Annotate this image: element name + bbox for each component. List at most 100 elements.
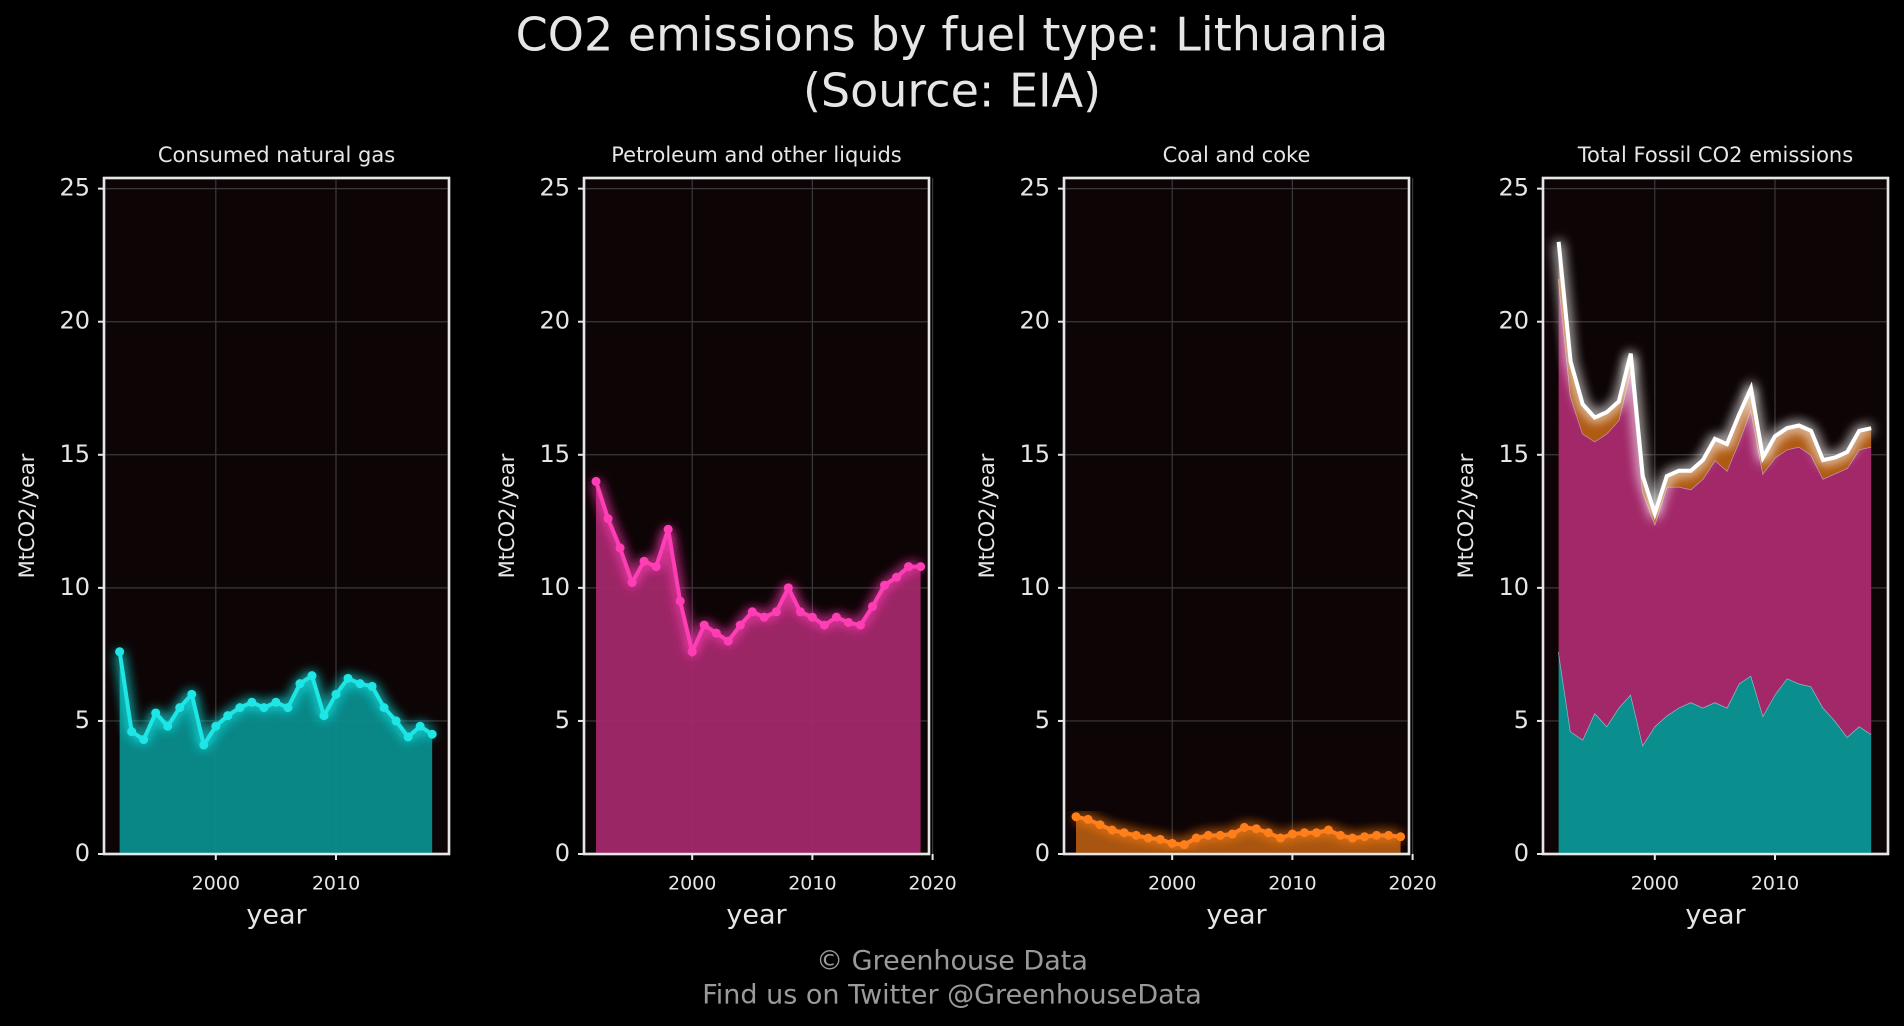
y-tick-label: 0 <box>75 839 90 867</box>
y-axis-label: MtCO2/year <box>15 453 39 578</box>
point <box>1251 824 1261 834</box>
x-tick-label: 2020 <box>908 873 956 895</box>
y-axis-label: MtCO2/year <box>1454 453 1478 578</box>
point <box>892 572 902 582</box>
point <box>1323 825 1333 835</box>
point <box>259 703 269 713</box>
y-tick-label: 0 <box>1035 839 1050 867</box>
point <box>639 556 649 566</box>
y-tick-label: 10 <box>59 573 90 601</box>
point <box>795 607 805 617</box>
point <box>711 628 721 638</box>
y-tick-label: 5 <box>555 706 570 734</box>
x-tick-label: 2010 <box>1268 873 1316 895</box>
line <box>1075 814 1401 847</box>
point <box>807 612 817 622</box>
point <box>1095 820 1105 830</box>
point <box>295 679 305 689</box>
x-axis-label: year <box>1685 900 1746 931</box>
point <box>1167 838 1177 848</box>
point <box>403 732 413 742</box>
y-tick-label: 10 <box>539 573 570 601</box>
point <box>771 607 781 617</box>
point <box>1143 833 1153 843</box>
y-tick-label: 20 <box>1498 307 1529 335</box>
point <box>307 671 317 681</box>
x-tick-label: 2000 <box>668 873 716 895</box>
point <box>355 679 365 689</box>
point <box>1263 828 1273 838</box>
subplot-title: Petroleum and other liquids <box>611 143 902 167</box>
y-tick-label: 15 <box>1019 440 1050 468</box>
point <box>391 716 401 726</box>
point <box>139 735 149 745</box>
point <box>175 703 185 713</box>
subplot-title: Total Fossil CO2 emissions <box>1577 143 1853 167</box>
area <box>119 651 433 854</box>
point <box>427 729 437 739</box>
point <box>1299 828 1309 838</box>
point <box>855 620 865 630</box>
y-tick-label: 20 <box>59 307 90 335</box>
y-tick-label: 10 <box>1498 573 1529 601</box>
y-tick-label: 15 <box>59 440 90 468</box>
point <box>1227 829 1237 839</box>
point <box>163 721 173 731</box>
point <box>615 543 625 553</box>
point <box>663 524 673 534</box>
point <box>880 580 890 590</box>
plot-frame <box>582 176 931 856</box>
y-tick-label: 15 <box>1498 440 1529 468</box>
y-tick-label: 15 <box>539 440 570 468</box>
point <box>1360 832 1370 842</box>
point <box>735 620 745 630</box>
figure-subtitle: (Source: EIA) <box>803 64 1101 118</box>
x-axis-label: year <box>726 900 787 931</box>
point <box>687 647 697 657</box>
point <box>723 636 733 646</box>
y-tick-label: 0 <box>1514 839 1529 867</box>
subplot-title: Consumed natural gas <box>158 143 395 167</box>
y-tick-label: 25 <box>59 174 90 202</box>
point <box>367 681 377 691</box>
point <box>843 617 853 627</box>
y-tick-label: 25 <box>1019 174 1050 202</box>
point <box>699 620 709 630</box>
x-tick-label: 2010 <box>788 873 836 895</box>
point <box>283 703 293 713</box>
x-tick-label: 2010 <box>1751 873 1799 895</box>
point <box>819 620 829 630</box>
area <box>596 481 921 854</box>
point <box>247 697 257 707</box>
x-tick-label: 2000 <box>1631 873 1679 895</box>
point <box>675 596 685 606</box>
point <box>1348 833 1358 843</box>
subplot-title: Coal and coke <box>1163 143 1311 167</box>
point <box>831 612 841 622</box>
point <box>916 562 926 572</box>
point <box>868 601 878 611</box>
point <box>1071 812 1081 822</box>
point <box>1384 830 1394 840</box>
stacked-area <box>1558 651 1872 854</box>
total-line <box>1556 241 1872 520</box>
point <box>904 562 914 572</box>
point <box>1179 840 1189 850</box>
point <box>1131 830 1141 840</box>
point <box>1203 830 1213 840</box>
point <box>1107 825 1117 835</box>
point <box>1215 830 1225 840</box>
point <box>235 703 245 713</box>
x-tick-label: 2010 <box>312 873 360 895</box>
point <box>187 689 197 699</box>
point <box>151 708 161 718</box>
point <box>1239 822 1249 832</box>
x-axis-label: year <box>246 900 307 931</box>
point <box>783 583 793 593</box>
y-tick-label: 5 <box>75 706 90 734</box>
footer-twitter: Find us on Twitter @GreenhouseData <box>702 980 1202 1011</box>
point <box>651 562 661 572</box>
plot-frame <box>1541 176 1890 856</box>
point <box>1311 828 1321 838</box>
